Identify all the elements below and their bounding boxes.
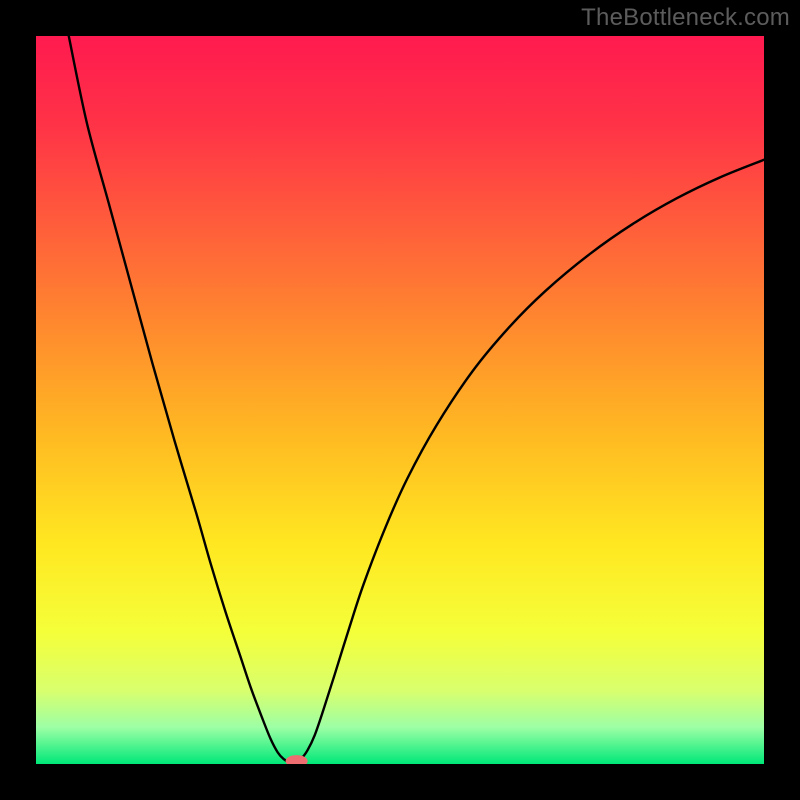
chart-container: { "watermark": "TheBottleneck.com", "cha… — [0, 0, 800, 800]
watermark-text: TheBottleneck.com — [581, 4, 790, 32]
plot-background — [36, 36, 764, 764]
bottleneck-chart — [0, 0, 800, 800]
minimum-marker — [286, 755, 308, 767]
